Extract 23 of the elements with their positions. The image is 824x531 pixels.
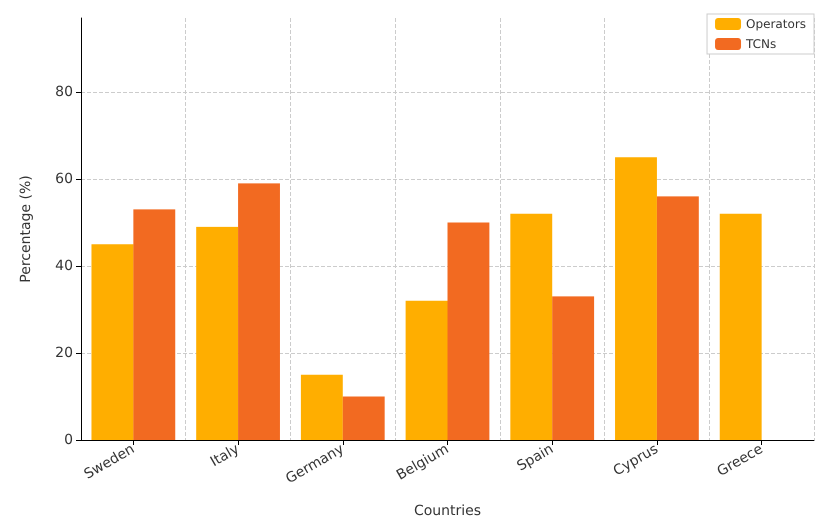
bar <box>720 214 762 440</box>
legend-label: TCNs <box>745 37 776 51</box>
legend-label: Operators <box>746 17 806 31</box>
bar <box>510 214 552 440</box>
y-tick-label: 80 <box>55 84 73 100</box>
bar <box>552 296 594 440</box>
bar <box>238 183 280 440</box>
y-tick-label: 0 <box>64 432 73 448</box>
bar <box>91 244 134 440</box>
bar <box>133 209 176 440</box>
bar <box>656 196 699 440</box>
y-tick-label: 20 <box>55 344 73 361</box>
bar <box>406 300 448 440</box>
x-axis-title: Countries <box>414 503 482 519</box>
bar <box>342 396 385 440</box>
x-tick-label: Italy <box>208 441 242 470</box>
y-axis-title: Percentage (%) <box>18 175 34 283</box>
y-tick-label: 60 <box>55 170 73 187</box>
bar <box>615 157 657 440</box>
y-tick-label: 40 <box>55 258 73 274</box>
bar <box>196 226 238 440</box>
bar <box>448 222 490 440</box>
bar <box>300 374 343 440</box>
